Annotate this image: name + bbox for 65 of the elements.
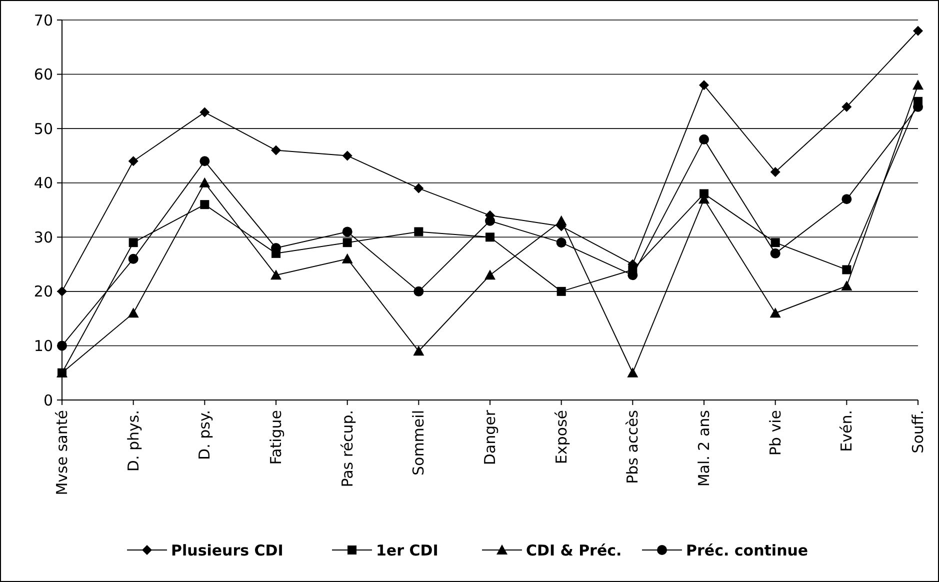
point: [556, 238, 566, 248]
point: [200, 156, 210, 166]
legend-label: 1er CDI: [376, 541, 438, 560]
y-tick-label: 70: [34, 11, 53, 30]
point: [627, 367, 638, 378]
point: [414, 183, 424, 194]
point: [770, 167, 780, 177]
point: [57, 340, 67, 351]
point: [699, 80, 709, 90]
x-tick-label: Evén.: [838, 410, 856, 452]
point: [556, 286, 566, 296]
point: [913, 26, 923, 36]
y-tick-label: 60: [34, 66, 53, 84]
point: [342, 238, 352, 248]
point: [342, 253, 353, 264]
x-tick-label: Souff.: [909, 410, 927, 454]
x-tick-label: Mal. 2 ans: [695, 410, 713, 487]
point: [700, 189, 708, 198]
point: [842, 194, 852, 204]
point: [342, 226, 352, 237]
point: [770, 248, 780, 258]
point: [699, 134, 709, 144]
x-tick-label: Fatigue: [267, 410, 285, 465]
legend-label: Plusieurs CDI: [171, 541, 284, 560]
point: [128, 254, 138, 264]
point: [199, 177, 210, 188]
x-tick-label: Pas récup.: [338, 410, 356, 488]
point: [484, 270, 496, 280]
legend-label: Préc. continue: [686, 541, 808, 560]
y-tick-label: 50: [34, 120, 53, 138]
point: [128, 308, 139, 318]
point: [58, 368, 66, 378]
x-tick-label: Sommeil: [410, 410, 428, 476]
y-tick-label: 0: [43, 391, 53, 410]
y-tick-label: 20: [34, 282, 53, 301]
point: [342, 150, 352, 161]
x-tick-label: Pbs accès: [624, 410, 642, 484]
point: [770, 238, 780, 248]
point: [413, 346, 424, 356]
x-tick-label: D. psy.: [196, 410, 214, 460]
point: [770, 308, 781, 318]
y-tick-label: 10: [34, 336, 53, 355]
point: [128, 238, 138, 248]
point: [841, 280, 852, 290]
x-tick-label: Pb vie: [766, 410, 784, 456]
point: [57, 286, 67, 296]
point: [912, 80, 924, 90]
point: [414, 227, 424, 236]
point: [842, 102, 852, 112]
point: [914, 96, 922, 106]
point: [271, 145, 281, 156]
legend-label: CDI & Préc.: [526, 541, 622, 560]
point: [200, 107, 210, 118]
x-tick-label: D. phys.: [124, 410, 142, 472]
x-tick-label: Exposé: [552, 410, 570, 464]
point: [842, 265, 852, 274]
x-tick-label: Danger: [481, 409, 499, 466]
point: [270, 270, 282, 280]
point: [414, 286, 424, 296]
y-tick-label: 40: [34, 174, 53, 192]
y-tick-label: 30: [34, 228, 53, 246]
point: [128, 156, 138, 166]
point: [486, 232, 494, 242]
point: [200, 200, 210, 210]
x-tick-label: Mvse santé: [53, 410, 71, 496]
